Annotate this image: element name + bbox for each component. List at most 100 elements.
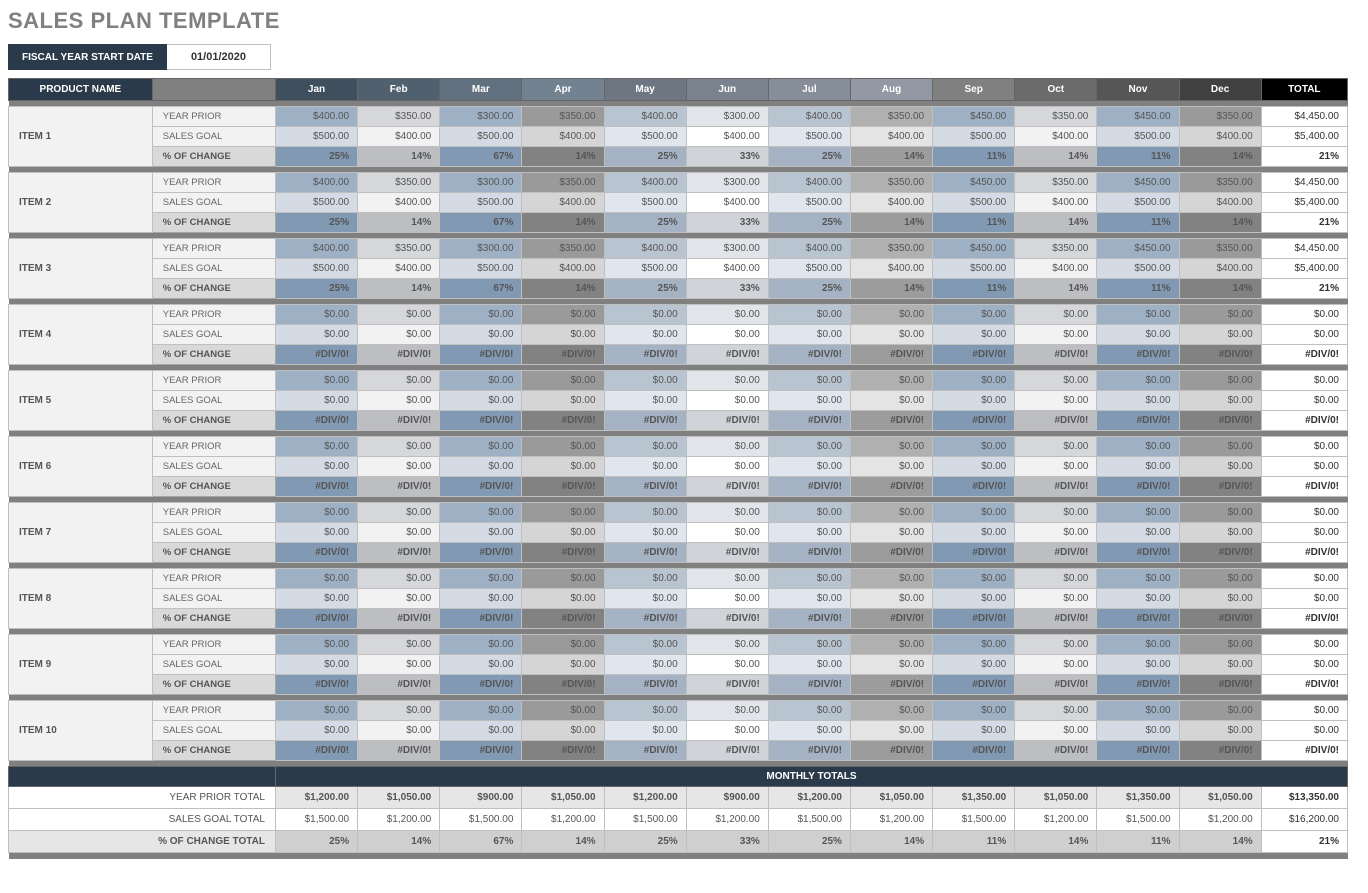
cell-goal[interactable]: $0.00 (522, 325, 604, 345)
cell-goal[interactable]: $0.00 (604, 655, 686, 675)
cell-prior[interactable]: $0.00 (850, 503, 932, 523)
cell-prior[interactable]: $450.00 (1097, 239, 1179, 259)
cell-goal[interactable]: $0.00 (358, 721, 440, 741)
cell-goal[interactable]: $500.00 (604, 127, 686, 147)
cell-goal[interactable]: $0.00 (850, 523, 932, 543)
cell-prior[interactable]: $0.00 (522, 701, 604, 721)
cell-goal[interactable]: $0.00 (1179, 325, 1261, 345)
cell-goal[interactable]: $0.00 (1015, 391, 1097, 411)
cell-prior[interactable]: $350.00 (358, 239, 440, 259)
cell-prior[interactable]: $0.00 (933, 371, 1015, 391)
cell-goal[interactable]: $400.00 (358, 259, 440, 279)
cell-prior[interactable]: $400.00 (275, 173, 357, 193)
cell-prior[interactable]: $300.00 (440, 173, 522, 193)
cell-prior[interactable]: $0.00 (1179, 437, 1261, 457)
cell-goal[interactable]: $0.00 (275, 523, 357, 543)
cell-prior[interactable]: $350.00 (1015, 107, 1097, 127)
cell-goal[interactable]: $0.00 (358, 655, 440, 675)
cell-prior[interactable]: $450.00 (933, 107, 1015, 127)
item-name[interactable]: ITEM 6 (9, 437, 153, 497)
cell-prior[interactable]: $0.00 (1097, 635, 1179, 655)
cell-goal[interactable]: $0.00 (1179, 589, 1261, 609)
cell-goal[interactable]: $0.00 (604, 391, 686, 411)
cell-goal[interactable]: $0.00 (1015, 325, 1097, 345)
cell-prior[interactable]: $400.00 (604, 107, 686, 127)
cell-goal[interactable]: $0.00 (850, 391, 932, 411)
cell-prior[interactable]: $0.00 (275, 503, 357, 523)
cell-prior[interactable]: $350.00 (1179, 107, 1261, 127)
cell-goal[interactable]: $0.00 (1179, 655, 1261, 675)
cell-prior[interactable]: $350.00 (850, 239, 932, 259)
cell-prior[interactable]: $0.00 (768, 701, 850, 721)
cell-prior[interactable]: $0.00 (440, 503, 522, 523)
cell-goal[interactable]: $0.00 (1097, 325, 1179, 345)
cell-prior[interactable]: $0.00 (522, 437, 604, 457)
cell-goal[interactable]: $500.00 (440, 193, 522, 213)
cell-prior[interactable]: $0.00 (1015, 635, 1097, 655)
cell-goal[interactable]: $0.00 (358, 325, 440, 345)
cell-prior[interactable]: $0.00 (768, 437, 850, 457)
cell-prior[interactable]: $350.00 (850, 107, 932, 127)
cell-goal[interactable]: $400.00 (850, 127, 932, 147)
cell-prior[interactable]: $0.00 (768, 371, 850, 391)
cell-prior[interactable]: $0.00 (1179, 305, 1261, 325)
cell-prior[interactable]: $0.00 (850, 569, 932, 589)
cell-prior[interactable]: $0.00 (1179, 503, 1261, 523)
cell-goal[interactable]: $0.00 (1015, 655, 1097, 675)
cell-goal[interactable]: $0.00 (686, 589, 768, 609)
cell-goal[interactable]: $500.00 (275, 193, 357, 213)
cell-goal[interactable]: $500.00 (933, 193, 1015, 213)
cell-prior[interactable]: $0.00 (933, 503, 1015, 523)
cell-prior[interactable]: $0.00 (1179, 569, 1261, 589)
cell-goal[interactable]: $0.00 (850, 655, 932, 675)
cell-goal[interactable]: $0.00 (850, 589, 932, 609)
cell-goal[interactable]: $0.00 (522, 391, 604, 411)
cell-goal[interactable]: $500.00 (1097, 127, 1179, 147)
cell-goal[interactable]: $0.00 (768, 457, 850, 477)
cell-goal[interactable]: $0.00 (1097, 655, 1179, 675)
cell-goal[interactable]: $0.00 (522, 721, 604, 741)
cell-goal[interactable]: $0.00 (933, 325, 1015, 345)
cell-prior[interactable]: $0.00 (522, 569, 604, 589)
cell-prior[interactable]: $0.00 (604, 635, 686, 655)
cell-goal[interactable]: $400.00 (1179, 127, 1261, 147)
cell-goal[interactable]: $0.00 (275, 325, 357, 345)
cell-goal[interactable]: $0.00 (275, 721, 357, 741)
cell-goal[interactable]: $0.00 (933, 589, 1015, 609)
cell-prior[interactable]: $0.00 (440, 635, 522, 655)
cell-goal[interactable]: $0.00 (358, 457, 440, 477)
cell-prior[interactable]: $0.00 (1015, 371, 1097, 391)
cell-goal[interactable]: $0.00 (522, 589, 604, 609)
cell-goal[interactable]: $0.00 (522, 655, 604, 675)
cell-goal[interactable]: $400.00 (522, 193, 604, 213)
cell-goal[interactable]: $400.00 (522, 259, 604, 279)
cell-prior[interactable]: $400.00 (768, 173, 850, 193)
cell-goal[interactable]: $0.00 (768, 523, 850, 543)
cell-prior[interactable]: $400.00 (604, 239, 686, 259)
cell-prior[interactable]: $0.00 (358, 371, 440, 391)
cell-prior[interactable]: $350.00 (358, 107, 440, 127)
cell-prior[interactable]: $300.00 (686, 239, 768, 259)
cell-goal[interactable]: $0.00 (440, 589, 522, 609)
item-name[interactable]: ITEM 3 (9, 239, 153, 299)
cell-goal[interactable]: $0.00 (1015, 523, 1097, 543)
cell-prior[interactable]: $0.00 (275, 371, 357, 391)
cell-goal[interactable]: $0.00 (275, 457, 357, 477)
cell-goal[interactable]: $0.00 (604, 325, 686, 345)
cell-goal[interactable]: $400.00 (1015, 127, 1097, 147)
cell-prior[interactable]: $0.00 (933, 305, 1015, 325)
cell-goal[interactable]: $0.00 (686, 325, 768, 345)
cell-prior[interactable]: $0.00 (522, 305, 604, 325)
cell-goal[interactable]: $0.00 (604, 721, 686, 741)
cell-goal[interactable]: $400.00 (850, 193, 932, 213)
cell-goal[interactable]: $0.00 (440, 325, 522, 345)
cell-prior[interactable]: $0.00 (686, 569, 768, 589)
cell-prior[interactable]: $300.00 (686, 173, 768, 193)
cell-prior[interactable]: $0.00 (850, 437, 932, 457)
cell-prior[interactable]: $0.00 (1179, 371, 1261, 391)
cell-goal[interactable]: $0.00 (850, 457, 932, 477)
cell-prior[interactable]: $0.00 (604, 437, 686, 457)
cell-goal[interactable]: $500.00 (604, 259, 686, 279)
fiscal-year-value[interactable]: 01/01/2020 (167, 44, 271, 70)
cell-goal[interactable]: $500.00 (275, 127, 357, 147)
